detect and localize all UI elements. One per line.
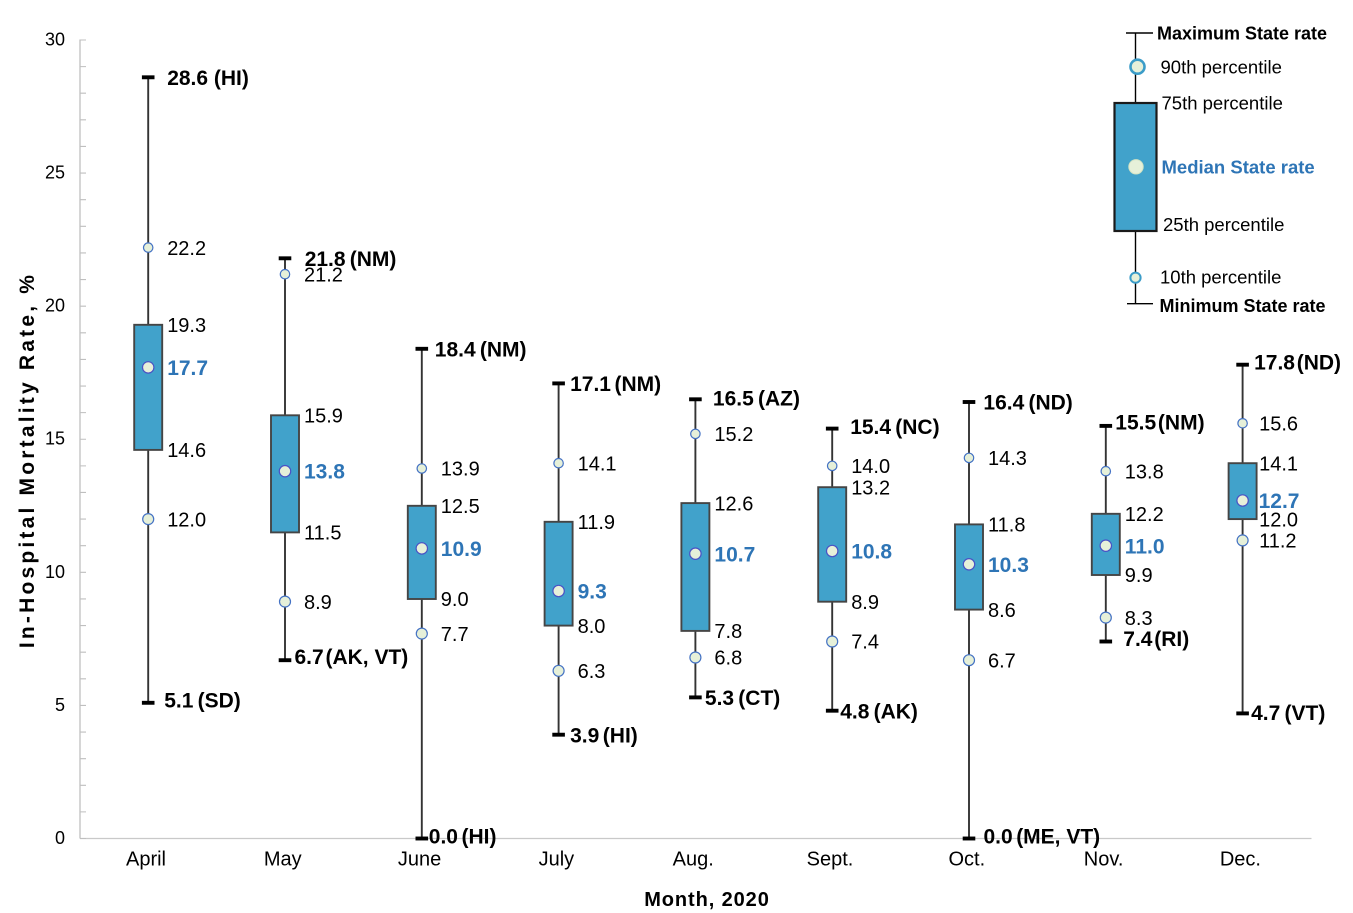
svg-text:July: July	[539, 848, 575, 870]
svg-text:15.5 (NM): 15.5 (NM)	[1115, 412, 1204, 435]
svg-text:6.7: 6.7	[988, 650, 1016, 672]
svg-text:Median State rate: Median State rate	[1162, 157, 1315, 178]
svg-text:14.3: 14.3	[988, 448, 1027, 470]
svg-text:16.4 (ND): 16.4 (ND)	[983, 392, 1072, 415]
svg-text:April: April	[126, 848, 166, 870]
svg-text:11.9: 11.9	[578, 512, 615, 534]
svg-text:16.5 (AZ): 16.5 (AZ)	[713, 387, 800, 410]
svg-text:7.4: 7.4	[851, 632, 879, 654]
svg-text:8.3: 8.3	[1125, 608, 1153, 630]
svg-text:15.9: 15.9	[304, 406, 343, 428]
svg-text:10.8: 10.8	[851, 541, 892, 564]
svg-text:0.0 (ME, VT): 0.0 (ME, VT)	[984, 826, 1101, 849]
svg-text:0: 0	[55, 828, 65, 848]
svg-text:5.3 (CT): 5.3 (CT)	[705, 687, 780, 710]
svg-text:21.2: 21.2	[304, 264, 343, 286]
svg-text:12.7: 12.7	[1259, 490, 1300, 513]
svg-text:7.8: 7.8	[714, 621, 742, 643]
svg-text:14.1: 14.1	[1259, 453, 1298, 475]
svg-text:13.2: 13.2	[851, 477, 890, 499]
svg-text:14.1: 14.1	[578, 453, 617, 475]
svg-text:10th percentile: 10th percentile	[1160, 267, 1281, 288]
svg-text:9.3: 9.3	[578, 581, 607, 604]
svg-text:8.9: 8.9	[851, 592, 879, 614]
svg-text:20: 20	[45, 296, 65, 316]
svg-text:75th percentile: 75th percentile	[1162, 93, 1283, 114]
svg-text:Dec.: Dec.	[1220, 848, 1261, 870]
svg-text:6.3: 6.3	[578, 661, 606, 683]
svg-text:12.6: 12.6	[714, 493, 753, 515]
svg-text:June: June	[398, 848, 441, 870]
svg-text:10.3: 10.3	[988, 554, 1029, 577]
svg-text:0.0 (HI): 0.0 (HI)	[429, 826, 497, 849]
svg-text:15.6: 15.6	[1259, 414, 1298, 436]
svg-text:Nov.: Nov.	[1084, 848, 1124, 870]
svg-text:22.2: 22.2	[167, 238, 206, 260]
svg-text:Oct.: Oct.	[948, 848, 985, 870]
svg-text:In-Hospital Mortality Rate, %: In-Hospital Mortality Rate, %	[16, 272, 39, 648]
svg-text:21.8 (NM): 21.8 (NM)	[305, 248, 397, 271]
svg-text:10.7: 10.7	[714, 543, 755, 566]
svg-text:30: 30	[45, 30, 65, 50]
svg-text:28.6 (HI): 28.6 (HI)	[167, 67, 249, 90]
svg-text:15.4 (NC): 15.4 (NC)	[850, 416, 939, 439]
svg-text:12.2: 12.2	[1125, 504, 1164, 526]
svg-text:90th percentile: 90th percentile	[1161, 57, 1282, 78]
svg-text:4.7 (VT): 4.7 (VT)	[1251, 702, 1325, 725]
svg-text:8.0: 8.0	[578, 616, 606, 638]
svg-text:7.7: 7.7	[441, 624, 469, 646]
svg-text:9.9: 9.9	[1125, 565, 1153, 587]
svg-text:8.9: 8.9	[304, 592, 332, 614]
svg-text:Minimum State rate: Minimum State rate	[1160, 296, 1326, 316]
svg-text:Maximum State rate: Maximum State rate	[1157, 24, 1327, 44]
svg-text:6.7 (AK, VT): 6.7 (AK, VT)	[295, 646, 409, 669]
svg-text:13.8: 13.8	[304, 461, 345, 484]
svg-text:9.0: 9.0	[441, 589, 469, 611]
svg-text:11.8: 11.8	[988, 515, 1025, 537]
svg-text:13.9: 13.9	[441, 459, 480, 481]
svg-text:Aug.: Aug.	[673, 848, 714, 870]
svg-text:17.7: 17.7	[167, 357, 208, 380]
svg-text:25th percentile: 25th percentile	[1163, 214, 1284, 235]
svg-text:12.5: 12.5	[441, 496, 480, 518]
svg-text:12.0: 12.0	[1259, 509, 1298, 531]
svg-text:6.8: 6.8	[714, 648, 742, 670]
svg-text:18.4 (NM): 18.4 (NM)	[435, 338, 527, 361]
svg-text:5.1 (SD): 5.1 (SD)	[164, 689, 241, 712]
svg-text:8.6: 8.6	[988, 600, 1016, 622]
svg-text:17.8 (ND): 17.8 (ND)	[1254, 351, 1341, 374]
svg-text:10.9: 10.9	[441, 538, 482, 561]
svg-text:15: 15	[45, 429, 65, 449]
svg-text:Month, 2020: Month, 2020	[644, 889, 769, 911]
svg-text:May: May	[264, 848, 302, 870]
svg-text:19.3: 19.3	[167, 315, 206, 337]
svg-text:4.8 (AK): 4.8 (AK)	[840, 700, 918, 723]
svg-text:11.5: 11.5	[304, 523, 341, 545]
svg-text:25: 25	[45, 163, 65, 183]
svg-text:12.0: 12.0	[167, 509, 206, 531]
svg-text:14.6: 14.6	[167, 440, 206, 462]
svg-text:15.2: 15.2	[714, 424, 753, 446]
svg-text:14.0: 14.0	[851, 456, 890, 478]
svg-text:13.8: 13.8	[1125, 461, 1164, 483]
svg-text:3.9 (HI): 3.9 (HI)	[570, 724, 638, 747]
svg-text:17.1 (NM): 17.1 (NM)	[570, 373, 661, 396]
svg-text:5: 5	[55, 695, 65, 715]
svg-text:10: 10	[45, 562, 65, 582]
svg-text:Sept.: Sept.	[807, 848, 854, 870]
svg-text:7.4 (RI): 7.4 (RI)	[1123, 628, 1189, 651]
svg-text:11.0: 11.0	[1125, 535, 1165, 558]
svg-text:11.2: 11.2	[1259, 531, 1296, 553]
